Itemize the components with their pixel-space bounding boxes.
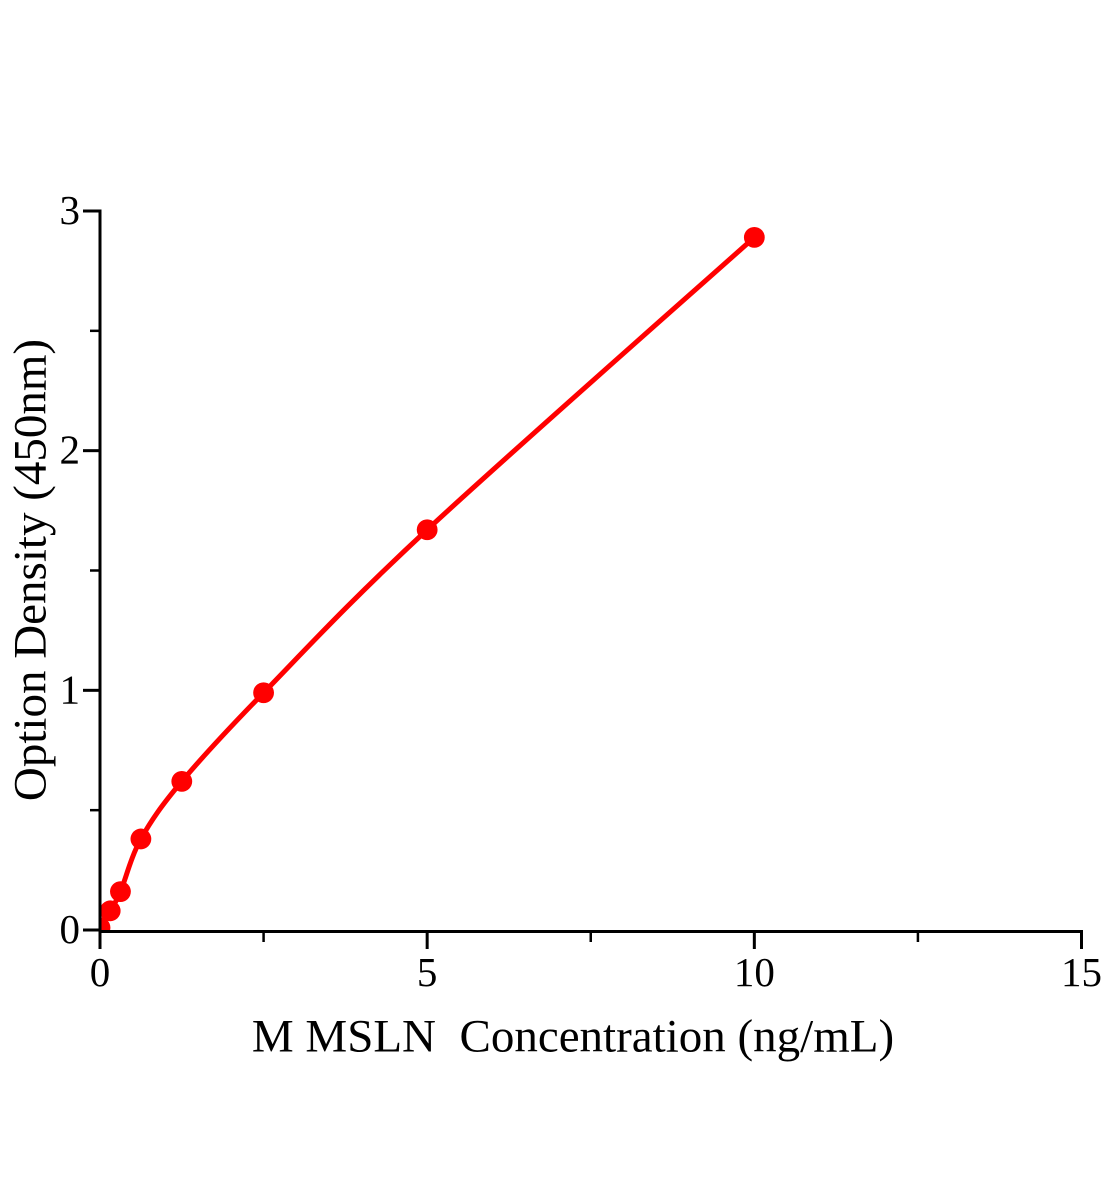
x-axis-title: M MSLN Concentration (ng/mL) [251,1010,895,1063]
tick-marks [83,209,1083,949]
data-point [416,519,438,541]
y-tick-label: 3 [60,187,81,233]
data-point [253,682,274,704]
y-tick-label: 0 [60,906,81,952]
data-point [101,917,111,930]
x-tick-label: 15 [1061,949,1102,995]
y-tick-label: 2 [60,427,81,473]
data-point [101,900,121,922]
fit-curve [101,234,757,930]
y-tick-label: 1 [60,666,81,712]
x-tick-label: 5 [417,949,438,995]
data-series [101,226,765,930]
data-point [171,771,193,792]
x-tick-label: 0 [90,949,111,995]
data-point [110,881,131,903]
data-point [130,828,152,850]
axes [98,209,1083,933]
x-tick-label: 10 [734,949,775,995]
tick-labels: 0 5 10 15 0 1 2 3 [60,187,1103,995]
data-point [743,226,765,248]
y-axis-title: Option Density (450nm) [4,338,57,802]
